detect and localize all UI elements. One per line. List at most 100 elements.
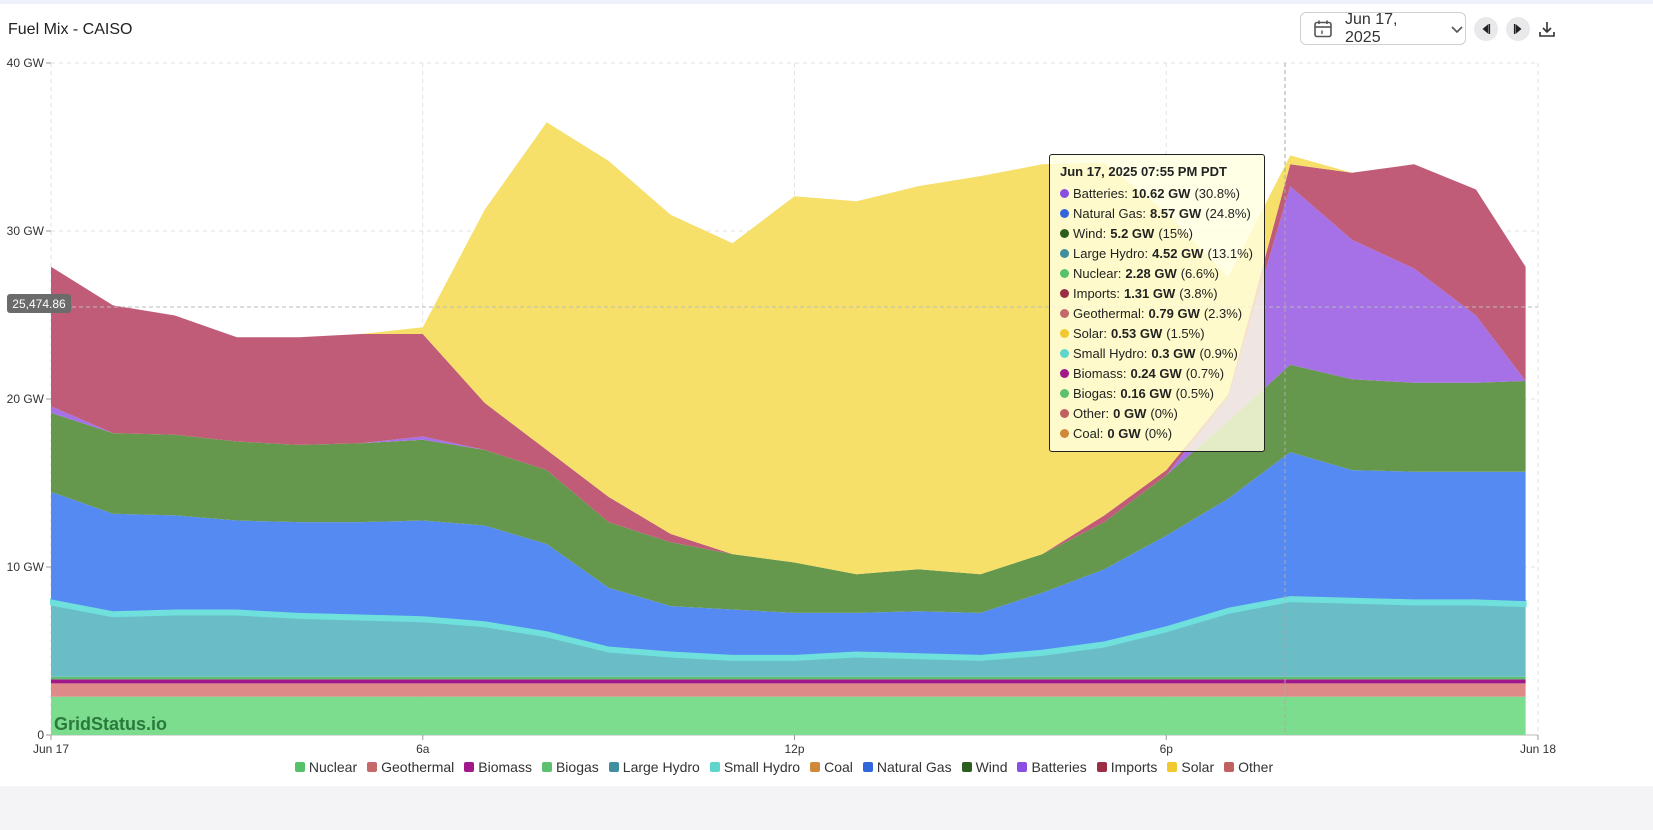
tooltip-row: Biomass: 0.24 GW (0.7%) [1060,363,1254,383]
legend-item-batteries[interactable]: Batteries [1017,759,1087,775]
tooltip-series-name: Coal: [1073,425,1104,441]
next-day-button[interactable] [1506,17,1530,41]
tooltip-rows: Batteries: 10.62 GW (30.8%) Natural Gas: 8.5… [1060,183,1254,443]
tooltip-series-value: 5.2 GW [1110,225,1155,241]
tooltip-series-percent: (1.5%) [1166,325,1205,341]
area-series-imports [51,164,1526,575]
legend-swatch-icon [810,762,821,772]
tooltip-series-value: 10.62 GW [1131,185,1191,201]
series-dot-icon [1060,428,1069,438]
legend-item-biomass[interactable]: Biomass [464,759,532,775]
series-dot-icon [1060,288,1069,298]
tooltip-row: Small Hydro: 0.3 GW (0.9%) [1060,343,1254,363]
tooltip-series-name: Batteries: [1073,185,1128,201]
tooltip-series-percent: (30.8%) [1194,185,1240,201]
series-dot-icon [1060,408,1069,418]
legend-item-coal[interactable]: Coal [810,759,853,775]
legend-label: Geothermal [381,759,455,775]
series-dot-icon [1060,228,1069,238]
legend-item-other[interactable]: Other [1224,759,1273,775]
area-series-wind [51,364,1526,613]
tooltip-series-name: Wind: [1073,225,1107,241]
legend-label: Small Hydro [723,759,801,775]
tooltip-series-percent: (0.5%) [1175,385,1214,401]
download-button[interactable] [1538,20,1556,38]
series-dot-icon [1060,188,1069,198]
date-picker[interactable]: Jun 17, 2025 [1300,10,1466,46]
legend-swatch-icon [709,762,720,772]
legend-label: Biogas [555,759,599,775]
legend-swatch-icon [1167,762,1178,772]
tooltip-series-value: 1.31 GW [1123,285,1176,301]
series-dot-icon [1060,328,1069,338]
legend-swatch-icon [1017,762,1028,772]
tooltip-series-percent: (0%) [1150,405,1178,421]
legend-item-nuclear[interactable]: Nuclear [294,759,358,775]
legend-label: Nuclear [308,759,358,775]
x-tick-label: 6p [1160,742,1174,756]
legend-item-wind[interactable]: Wind [961,759,1008,775]
date-label: Jun 17, 2025 [1345,10,1398,46]
x-tick-label: 6a [416,742,430,756]
legend-label: Wind [975,759,1008,775]
legend-item-small-hydro[interactable]: Small Hydro [709,759,801,775]
legend-item-biogas[interactable]: Biogas [541,759,599,775]
series-layer [50,122,1527,735]
tooltip-series-value: 2.28 GW [1125,265,1177,281]
tooltip-row: Coal: 0 GW (0%) [1060,423,1254,443]
hover-tooltip: Jun 17, 2025 07:55 PM PDT Batteries: 10.6… [1049,154,1265,452]
tooltip-series-percent: (2.3%) [1203,305,1243,321]
chevron-down-icon [1449,21,1465,37]
legend-label: Batteries [1031,759,1087,775]
tooltip-row: Large Hydro: 4.52 GW (13.1%) [1060,243,1254,263]
tooltip-row: Other: 0 GW (0%) [1060,403,1254,423]
caret-left-icon [1482,24,1491,34]
y-tick-label: 40 GW [7,56,45,70]
area-series-large-hydro [51,601,1526,677]
tooltip-row: Wind: 5.2 GW (15%) [1060,223,1254,243]
series-dot-icon [1060,268,1069,278]
tooltip-series-name: Natural Gas: [1073,205,1146,221]
legend-label: Biomass [478,759,532,775]
chart-title: Fuel Mix - CAISO [8,21,133,38]
tooltip-series-percent: (0.7%) [1185,365,1225,381]
legend-item-natural-gas[interactable]: Natural Gas [862,759,952,775]
previous-day-button[interactable] [1474,17,1498,41]
tooltip-series-name: Small Hydro: [1073,345,1148,361]
legend-label: Solar [1181,759,1215,775]
gridstatus-watermark: GridStatus.io [54,714,168,734]
tooltip-series-name: Other: [1073,405,1110,421]
tooltip-series-name: Nuclear: [1073,265,1122,281]
tooltip-series-percent: (6.6%) [1180,265,1220,281]
tooltip-series-value: 0 GW [1113,405,1147,421]
y-tick-label: 0 [37,728,44,742]
legend-swatch-icon [294,762,305,772]
tooltip-series-percent: (13.1%) [1207,245,1253,261]
tooltip-series-value: 0.16 GW [1120,385,1172,401]
area-series-nuclear [51,696,1526,735]
legend-item-large-hydro[interactable]: Large Hydro [608,759,700,775]
tooltip-row: Batteries: 10.62 GW (30.8%) [1060,183,1254,203]
series-dot-icon [1060,248,1069,258]
cursor-layer [51,63,1538,735]
legend-swatch-icon [608,762,619,772]
tooltip-series-name: Solar: [1073,325,1107,341]
tooltip-series-name: Imports: [1073,285,1120,301]
legend-item-imports[interactable]: Imports [1096,759,1157,775]
download-icon [1539,22,1555,37]
legend-swatch-icon [961,762,972,772]
tooltip-series-name: Biogas: [1073,385,1117,401]
legend-swatch-icon [862,762,873,772]
tooltip-series-value: 0 GW [1107,425,1141,441]
x-tick-label: 12p [784,742,804,756]
stacked-area-chart[interactable]: 0 10 GW 20 GW 30 GW 40 GW Jun 17 6a 12p 6p Jun 18 [0,45,1568,757]
area-series-biomass [51,679,1526,684]
legend-item-geothermal[interactable]: Geothermal [367,759,454,775]
tooltip-row: Imports: 1.31 GW (3.8%) [1060,283,1254,303]
legend-item-solar[interactable]: Solar [1167,759,1214,775]
chart-legend: Nuclear Geothermal Biomass Biogas Large Hydr… [0,759,1568,775]
tooltip-series-percent: (0.9%) [1199,345,1238,361]
tooltip-series-value: 4.52 GW [1152,245,1204,261]
tooltip-series-value: 0.24 GW [1130,365,1182,381]
tooltip-row: Solar: 0.53 GW (1.5%) [1060,323,1254,343]
